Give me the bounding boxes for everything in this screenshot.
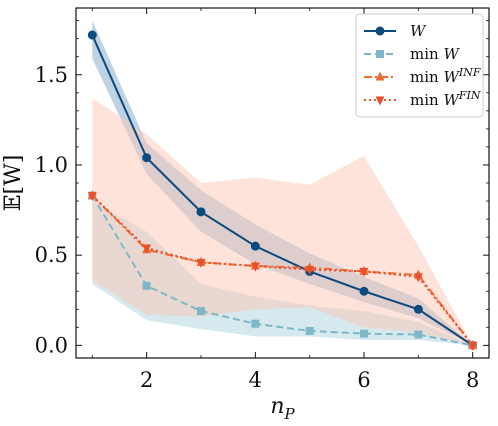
- point-series-3-3: [250, 262, 260, 272]
- x-tick-label: 8: [466, 368, 479, 392]
- x-axis-label: nP: [270, 394, 295, 423]
- point-series-1-1: [142, 281, 151, 290]
- point-series-3-2: [196, 258, 206, 268]
- line-series-0: [91, 34, 474, 347]
- point-series-3-0: [87, 192, 97, 202]
- point-series-0-2: [196, 207, 206, 217]
- y-tick-label: 1.5: [35, 63, 68, 87]
- legend-marker-2: [375, 71, 385, 81]
- x-tick-label: 4: [249, 368, 262, 392]
- point-series-1-6: [414, 330, 423, 339]
- point-series-3-4: [305, 266, 315, 276]
- point-series-3-6: [413, 273, 423, 283]
- series-markers: [87, 30, 478, 351]
- point-series-3-1: [142, 244, 152, 254]
- point-series-1-4: [305, 326, 314, 335]
- point-series-0-0: [87, 30, 97, 40]
- y-axis-label: 𝔼[W]: [1, 155, 26, 212]
- legend-marker-1: [376, 50, 384, 58]
- point-series-0-5: [359, 286, 369, 296]
- x-tick-label: 2: [140, 368, 153, 392]
- point-series-1-3: [251, 319, 260, 328]
- point-series-1-5: [360, 329, 369, 338]
- legend-marker-0: [375, 26, 385, 36]
- y-tick-label: 1.0: [35, 153, 68, 177]
- confidence-bands: [92, 20, 473, 346]
- line-series-3: [91, 194, 474, 346]
- axis-ticks: 2 4 6 8 0.0 0.5 1.0 1.5: [35, 8, 489, 392]
- point-series-0-3: [250, 241, 260, 251]
- line-series-2: [91, 194, 474, 346]
- point-series-0-1: [142, 153, 152, 163]
- legend-box: [355, 13, 484, 118]
- point-series-0-6: [413, 304, 423, 314]
- legend-label-2: min WINF: [410, 66, 481, 86]
- point-series-1-2: [196, 307, 205, 316]
- legend-label-3: min WFIN: [410, 89, 481, 109]
- legend-label-1: min W: [410, 45, 460, 63]
- point-series-3-7: [468, 341, 478, 351]
- legend-label-0: W: [410, 22, 427, 40]
- series-lines: [91, 34, 474, 347]
- legend-marker-3: [375, 96, 385, 106]
- x-tick-label: 6: [357, 368, 370, 392]
- line-series-1: [91, 195, 473, 347]
- band-series-3: [92, 98, 473, 346]
- point-series-3-5: [359, 267, 369, 277]
- y-tick-label: 0.0: [35, 333, 68, 357]
- y-tick-label: 0.5: [35, 243, 68, 267]
